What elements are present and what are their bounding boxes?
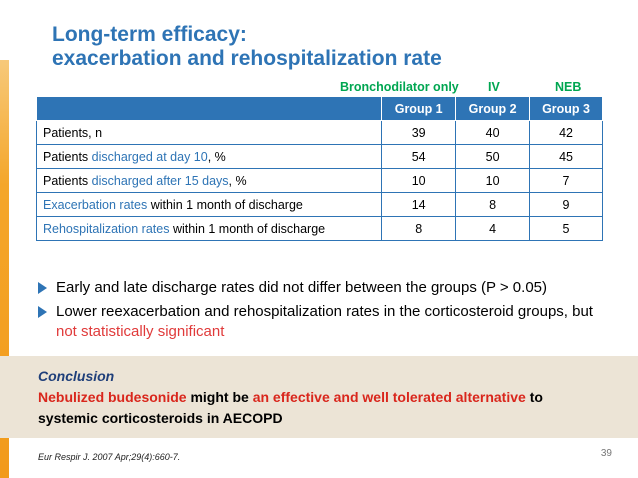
efficacy-table: Group 1 Group 2 Group 3 Patients, n 39 4…: [35, 96, 603, 241]
cell-group1: 39: [381, 120, 457, 145]
row-label: Patients, n: [35, 120, 383, 145]
group-label-iv: IV: [488, 80, 500, 94]
table-header-empty: [35, 96, 383, 121]
table-row: Patients discharged at day 10, % 54 50 4…: [35, 144, 603, 169]
cell-group3: 45: [529, 144, 603, 169]
cell-group1: 8: [381, 216, 457, 241]
cell-group1: 10: [381, 168, 457, 193]
table-row: Patients, n 39 40 42: [35, 120, 603, 145]
table-header-group3: Group 3: [529, 96, 603, 121]
table-row: Patients discharged after 15 days, % 10 …: [35, 168, 603, 193]
cell-group3: 42: [529, 120, 603, 145]
conclusion-text: Nebulized budesonide might be an effecti…: [38, 389, 543, 426]
citation: Eur Respir J. 2007 Apr;29(4):660-7.: [38, 452, 181, 462]
slide-title: Long-term efficacy: exacerbation and reh…: [52, 23, 442, 71]
title-line-1: Long-term efficacy:: [52, 23, 247, 46]
cell-group2: 40: [455, 120, 531, 145]
bullet-list: Early and late discharge rates did not d…: [38, 278, 608, 346]
table-header-row: Group 1 Group 2 Group 3: [35, 96, 603, 121]
cell-group1: 14: [381, 192, 457, 217]
table-row: Rehospitalization rates within 1 month o…: [35, 216, 603, 241]
conclusion-box: Conclusion Nebulized budesonide might be…: [0, 356, 638, 438]
cell-group1: 54: [381, 144, 457, 169]
row-label: Patients discharged at day 10, %: [35, 144, 383, 169]
cell-group3: 9: [529, 192, 603, 217]
table-header-group2: Group 2: [455, 96, 531, 121]
table-header-group1: Group 1: [381, 96, 457, 121]
conclusion-heading: Conclusion: [38, 368, 115, 384]
bullet-item: Early and late discharge rates did not d…: [38, 278, 608, 298]
group-label-bronchodilator: Bronchodilator only: [340, 80, 459, 94]
cell-group3: 5: [529, 216, 603, 241]
row-label: Exacerbation rates within 1 month of dis…: [35, 192, 383, 217]
cell-group3: 7: [529, 168, 603, 193]
title-line-2: exacerbation and rehospitalization rate: [52, 47, 442, 70]
table-row: Exacerbation rates within 1 month of dis…: [35, 192, 603, 217]
row-label: Patients discharged after 15 days, %: [35, 168, 383, 193]
cell-group2: 4: [455, 216, 531, 241]
row-label: Rehospitalization rates within 1 month o…: [35, 216, 383, 241]
triangle-bullet-icon: [38, 306, 47, 318]
triangle-bullet-icon: [38, 282, 47, 294]
bullet-item: Lower reexacerbation and rehospitalizati…: [38, 302, 608, 342]
group-label-neb: NEB: [555, 80, 582, 94]
cell-group2: 50: [455, 144, 531, 169]
group-labels: Bronchodilator only IV NEB: [0, 80, 638, 98]
cell-group2: 10: [455, 168, 531, 193]
accent-bar: [0, 60, 9, 478]
cell-group2: 8: [455, 192, 531, 217]
page-number: 39: [600, 448, 612, 459]
